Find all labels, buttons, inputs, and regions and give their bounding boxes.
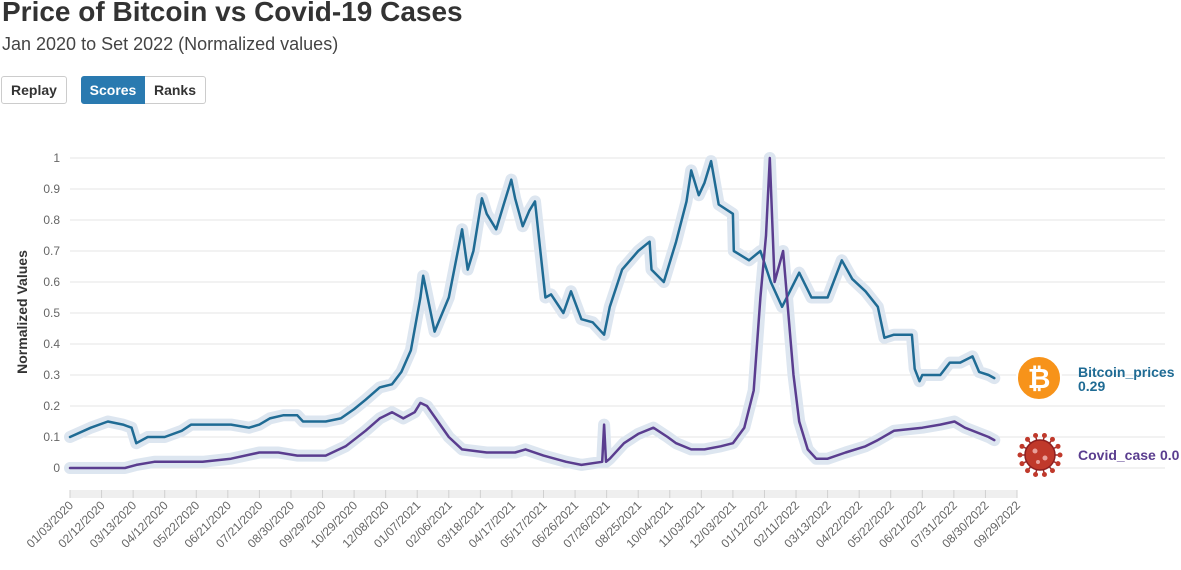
x-tick-labels: 01/03/202002/12/202003/13/202004/12/2020… [24,490,1023,551]
virus-spike-tip [1019,443,1025,449]
virus-spike-tip [1049,468,1055,474]
scores-button[interactable]: Scores [81,76,145,104]
svg-text:₿: ₿ [1028,362,1051,395]
y-tick-label: 1 [53,151,60,165]
y-tick-label: 0.1 [43,430,60,444]
covid-virus-icon [1017,433,1063,477]
virus-spike-tip [1025,436,1031,442]
covid-line [68,156,996,470]
virus-spike-tip [1019,461,1025,467]
y-tick-label: 0.8 [43,213,60,227]
bitcoin-end-value: 0.29 [1078,378,1105,394]
virus-spike-tip [1041,471,1047,477]
y-axis-label: Normalized Values [14,250,30,374]
virus-spike-tip [1041,433,1047,439]
bitcoin-line [68,159,996,445]
y-tick-label: 0.7 [43,244,60,258]
ranks-button[interactable]: Ranks [145,76,206,104]
virus-spike-tip [1055,443,1061,449]
y-tick-label: 0.3 [43,368,60,382]
virus-spike-tip [1057,452,1063,458]
y-tick-label: 0.2 [43,399,60,413]
y-tick-label: 0.4 [43,337,60,351]
virus-spike-tip [1033,433,1039,439]
covid-series-label: Covid_case [1078,447,1156,463]
y-tick-label: 0.5 [43,306,60,320]
bitcoin-icon: ₿ [1016,355,1062,401]
virus-spike-tip [1017,452,1023,458]
y-tick-labels: 0 0.1 0.2 0.3 0.4 0.5 0.6 0.7 0.8 0.9 1 [43,151,60,475]
virus-spike-tip [1055,461,1061,467]
replay-button[interactable]: Replay [1,76,67,104]
virus-spike-tip [1049,436,1055,442]
bitcoin-series-label: Bitcoin_prices [1078,364,1175,380]
series-lines [64,152,1001,474]
bitcoin-line-halo [64,155,1001,450]
page-title: Price of Bitcoin vs Covid-19 Cases [2,0,463,27]
covid-end-value: 0.0 [1160,447,1180,463]
virus-spike-tip [1033,471,1039,477]
virus-spike-tip [1025,468,1031,474]
y-tick-label: 0 [53,461,60,475]
y-tick-label: 0.6 [43,275,60,289]
page-subtitle: Jan 2020 to Set 2022 (Normalized values) [2,34,339,54]
y-tick-label: 0.9 [43,182,60,196]
